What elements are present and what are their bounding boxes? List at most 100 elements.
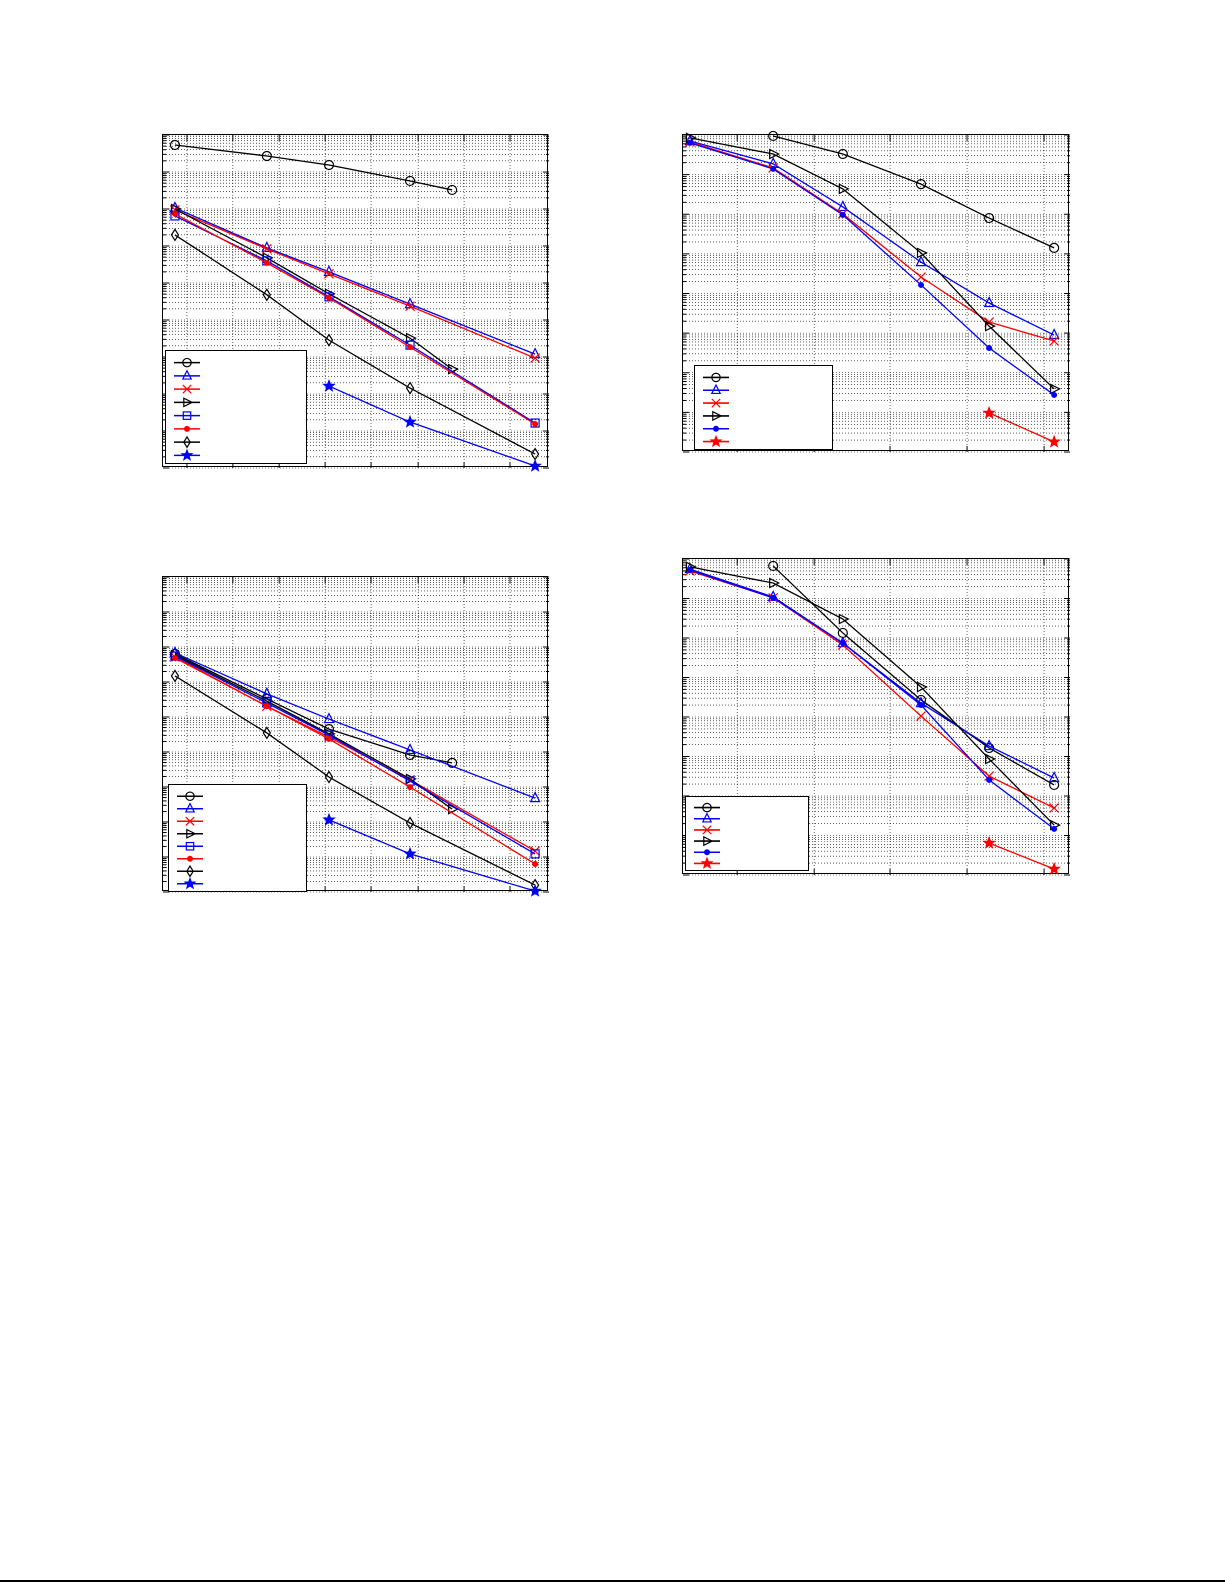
triangle-right-marker-icon — [985, 753, 996, 765]
star-marker-icon — [183, 876, 197, 890]
circle-marker-icon — [837, 148, 848, 160]
diamond-marker-icon — [324, 333, 334, 347]
triangle-right-marker-icon — [405, 332, 417, 344]
plot-canvas — [683, 558, 1070, 876]
x-marker-icon — [1049, 336, 1060, 346]
circle-marker-icon — [447, 184, 458, 196]
star-marker-icon — [528, 883, 542, 897]
legend-entry — [703, 383, 729, 395]
dot-marker-icon — [918, 281, 925, 288]
diamond-marker-icon — [405, 816, 415, 830]
legend — [168, 784, 307, 892]
legend-entry — [174, 397, 200, 408]
dot-marker-icon — [532, 860, 539, 867]
triangle-right-marker-icon — [712, 410, 723, 422]
triangle-right-marker-icon — [183, 397, 194, 408]
legend-entry — [174, 357, 200, 368]
series-dot — [686, 139, 1058, 398]
diamond-marker-icon — [324, 770, 334, 784]
star-marker-icon — [1047, 434, 1061, 448]
dot-marker-icon — [770, 165, 777, 172]
series-triangle-right — [685, 132, 1061, 395]
triangle-right-marker-icon — [769, 148, 781, 160]
dot-marker-icon — [184, 425, 190, 432]
diamond-marker-icon — [170, 669, 180, 683]
triangle-up-marker-icon — [701, 812, 713, 823]
triangle-right-marker-icon — [985, 320, 996, 332]
star-marker-icon — [403, 414, 417, 428]
star-marker-icon — [1047, 861, 1061, 875]
triangle-up-marker-icon — [404, 743, 416, 755]
dot-marker-icon — [686, 139, 693, 146]
triangle-right-marker-icon — [916, 681, 928, 693]
star-marker-icon — [700, 856, 714, 869]
circle-marker-icon — [185, 791, 195, 802]
dot-marker-icon — [1051, 825, 1058, 832]
series-diamond — [170, 228, 540, 461]
circle-marker-icon — [182, 357, 192, 368]
triangle-up-marker-icon — [710, 383, 722, 395]
triangle-right-marker-icon — [838, 613, 850, 625]
series-dot — [171, 210, 539, 428]
dot-marker-icon — [263, 703, 270, 710]
star-marker-icon — [322, 378, 336, 392]
star-marker-icon — [982, 405, 996, 419]
triangle-up-marker-icon — [261, 687, 273, 698]
series-circle — [768, 130, 1060, 253]
plot-top-right — [682, 130, 1070, 453]
legend-entry — [694, 835, 720, 847]
legend-entry — [694, 856, 720, 869]
legend-entry — [703, 425, 729, 432]
series-dot — [686, 567, 1058, 832]
square-marker-icon — [530, 418, 540, 428]
circle-marker-icon — [702, 802, 712, 813]
legend — [694, 365, 833, 450]
series-triangle-up — [684, 562, 1060, 783]
legend-entry — [703, 398, 729, 408]
square-marker-icon — [530, 849, 540, 859]
legend-entry — [703, 372, 729, 383]
legend-entry — [694, 812, 720, 823]
dot-marker-icon — [532, 421, 539, 428]
x-marker-icon — [182, 384, 192, 394]
legend — [165, 350, 307, 464]
series-triangle-up — [169, 646, 541, 803]
dot-marker-icon — [704, 849, 710, 856]
legend-entry — [177, 876, 203, 890]
circle-marker-icon — [711, 372, 721, 383]
legend-entry — [177, 841, 203, 851]
legend-entry — [703, 434, 729, 448]
legend-entry — [694, 825, 720, 835]
grid-lines — [163, 134, 549, 469]
circle-marker-icon — [169, 139, 181, 151]
star-marker-icon — [322, 812, 336, 826]
series-circle — [768, 560, 1060, 791]
triangle-right-marker-icon — [703, 835, 714, 847]
diamond-marker-icon — [262, 726, 272, 740]
series-diamond — [170, 669, 540, 892]
dot-marker-icon — [686, 567, 693, 574]
x-marker-icon — [530, 846, 541, 856]
triangle-up-marker-icon — [1048, 328, 1060, 340]
series-dot — [171, 654, 539, 867]
dot-marker-icon — [713, 425, 719, 432]
page-footer-rule — [0, 1580, 1225, 1582]
legend-entry — [174, 411, 200, 420]
triangle-up-marker-icon — [529, 791, 541, 803]
star-marker-icon — [528, 458, 542, 472]
dot-marker-icon — [171, 210, 178, 217]
legend-entry — [694, 802, 720, 813]
triangle-right-marker-icon — [838, 183, 850, 195]
diamond-marker-icon — [405, 381, 415, 395]
plot-canvas — [683, 130, 1070, 453]
dot-marker-icon — [407, 344, 414, 351]
triangle-up-marker-icon — [915, 255, 927, 267]
circle-marker-icon — [404, 175, 416, 187]
dot-marker-icon — [839, 640, 846, 647]
circle-marker-icon — [768, 130, 779, 142]
circle-marker-icon — [1049, 779, 1060, 791]
dot-marker-icon — [325, 294, 332, 301]
series-star — [982, 405, 1061, 448]
legend-entry — [703, 410, 729, 422]
circle-marker-icon — [261, 150, 272, 162]
